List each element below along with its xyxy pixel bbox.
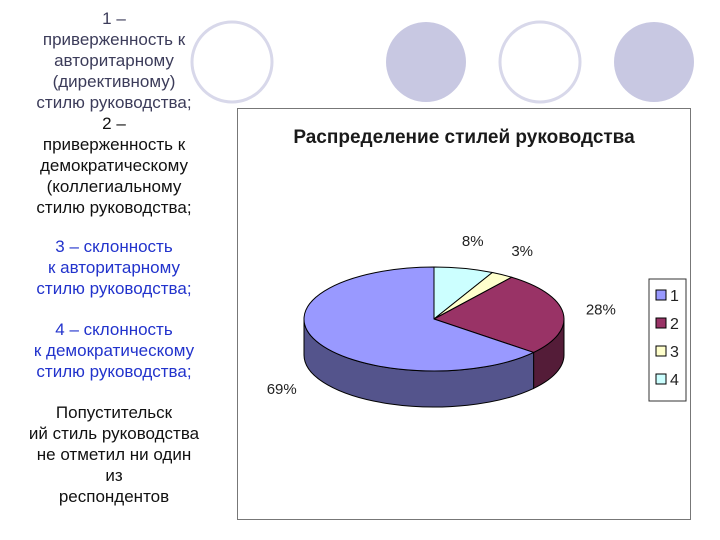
item4-line: стилю руководства; [36,362,192,381]
item2-line: 2 – [102,114,126,133]
chart-frame: Распределение стилей руководства 8% 3% 28%… [237,108,691,520]
note-line: респондентов [58,487,170,506]
data-label-3: 3% [511,243,533,260]
note: Попустительск ий стиль руководства не от… [4,402,224,507]
legend-description: 1 – приверженность к авторитарному (дире… [4,8,224,507]
item1-line: приверженность к [42,30,186,49]
pie-slice-2 [432,276,565,353]
item3-description: 3 – склонность к авторитарному стилю рук… [4,236,224,299]
item4-line: 4 – склонность [55,320,173,339]
deco-disc-2 [614,22,694,102]
item2-line: приверженность к [42,135,186,154]
legend-swatch-3 [655,345,667,357]
note-line: из [105,466,123,485]
deco-ring-2 [498,20,582,104]
chart-title: Распределение стилей руководства [293,127,635,148]
item3-line: стилю руководства; [36,279,192,298]
legend-swatch-4 [655,373,667,385]
note-line: не отметил ни один [36,445,192,464]
data-label-1: 69% [267,381,297,398]
legend-swatch-2 [655,317,667,329]
item2-line: демократическому [39,156,189,175]
legend-label-4: 4 [670,372,679,389]
item2-description: 2 – приверженность к демократическому (к… [4,113,224,218]
data-label-2: 28% [586,302,616,319]
item4-description: 4 – склонность к демократическому стилю … [4,319,224,382]
pie-chart: 8% 3% 28% 69% 1 2 3 4 [267,233,687,408]
legend-label-3: 3 [670,344,679,361]
item1-description: 1 – приверженность к авторитарному (дире… [4,8,224,113]
item3-line: 3 – склонность [55,237,173,256]
legend-label-1: 1 [670,288,679,305]
item2-line: (коллегиальному [46,177,182,196]
chart-legend: 1 2 3 4 [648,278,687,402]
data-label-4: 8% [462,233,484,250]
item4-line: к демократическому [33,341,195,360]
legend-swatch-1 [655,289,667,301]
item1-line: стилю руководства; [36,93,192,112]
item1-line: авторитарному [54,51,174,70]
note-line: ий стиль руководства [28,424,200,443]
note-line: Попустительск [55,403,173,422]
legend-box [648,278,687,402]
item1-line: (директивному) [52,72,176,91]
item3-line: к авторитарному [48,258,180,277]
item2-line: стилю руководства; [36,198,192,217]
pie-slice-1 [303,266,535,372]
deco-ring-1 [190,20,274,104]
deco-disc-1 [386,22,466,102]
legend-label-2: 2 [670,316,679,333]
item1-line: 1 – [102,9,126,28]
